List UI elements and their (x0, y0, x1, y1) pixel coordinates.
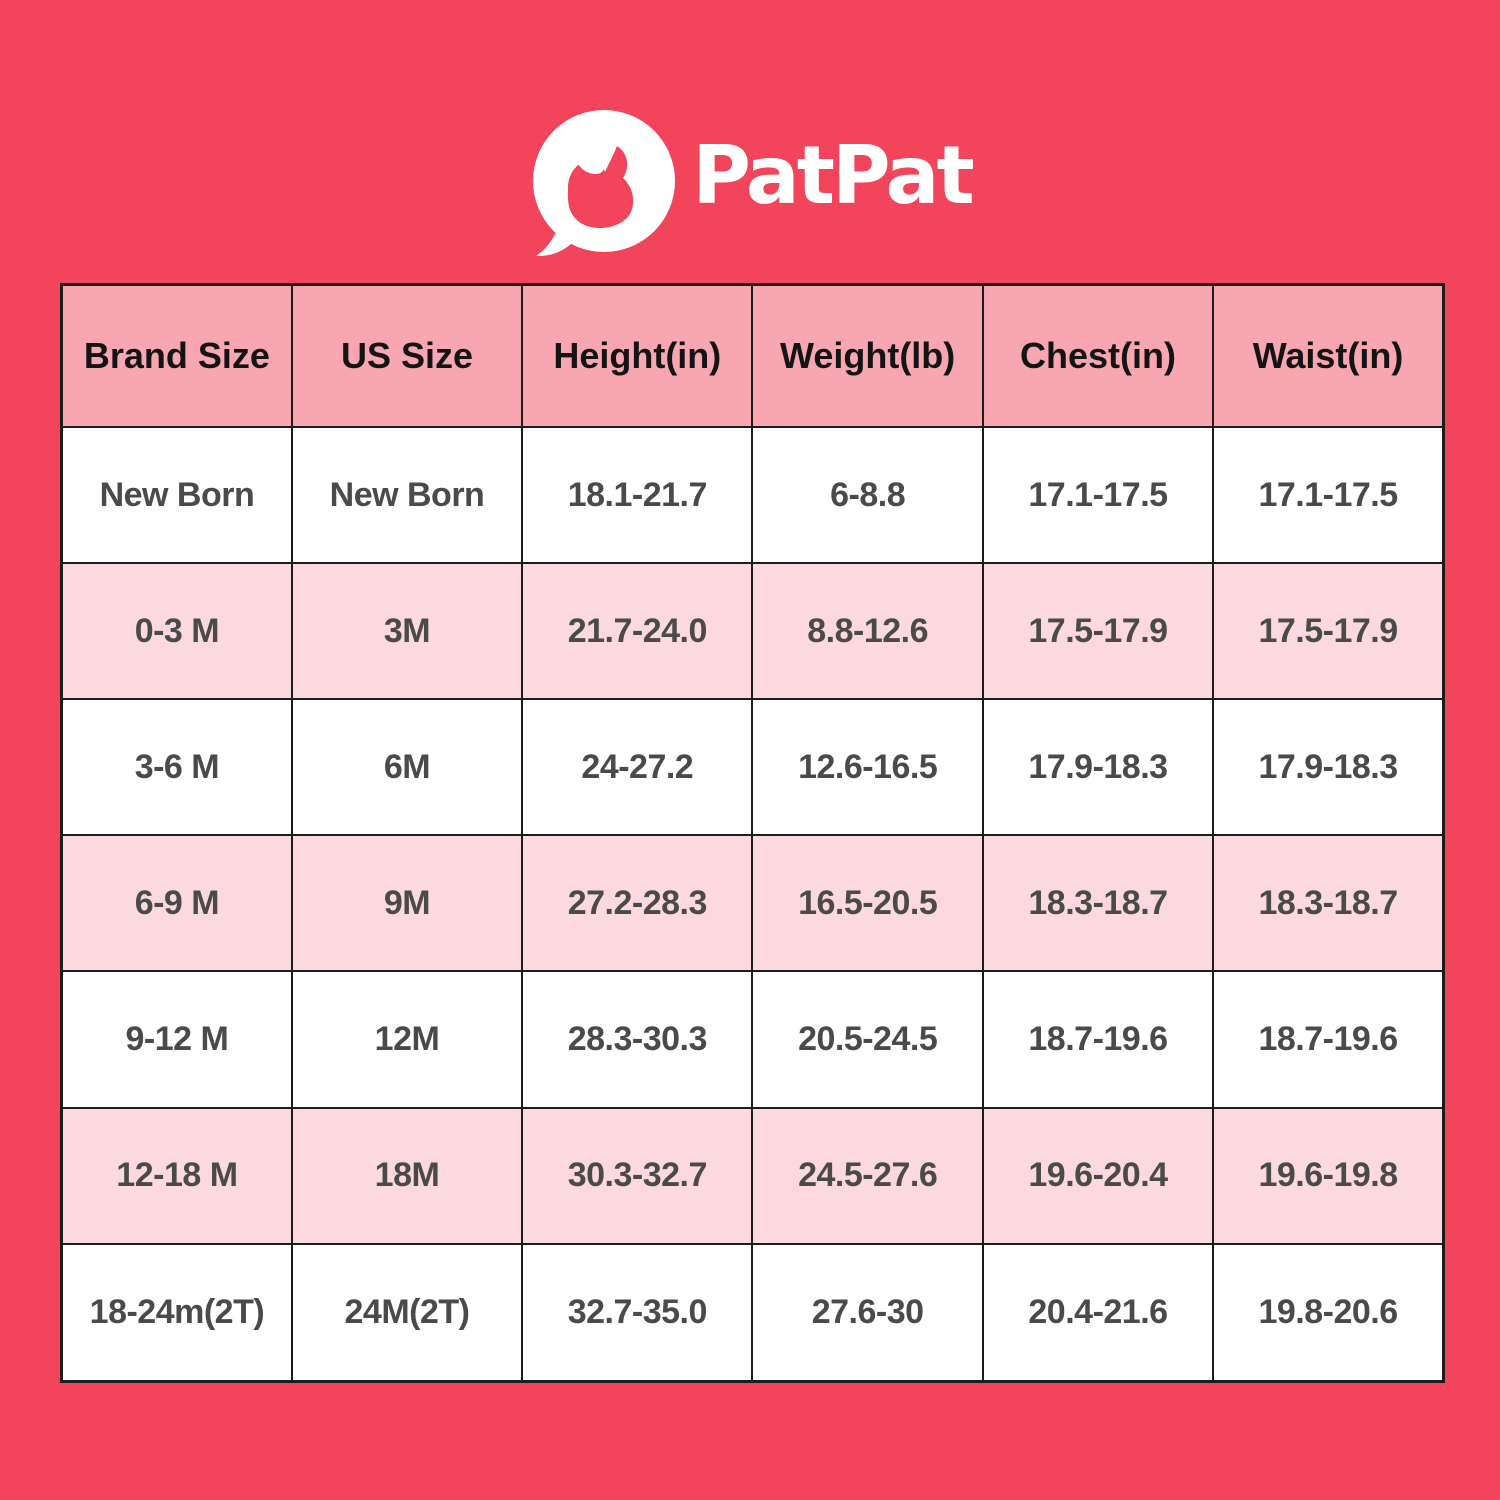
table-cell: 24M(2T) (290, 1242, 524, 1383)
patpat-cat-circle-icon (533, 109, 676, 256)
table-row: 0-3 M 3M 21.7-24.0 8.8-12.6 17.5-17.9 17.5-17… (60, 562, 1445, 701)
table-cell: 28.3-30.3 (521, 970, 754, 1109)
table-cell: 18-24m(2T) (60, 1242, 293, 1383)
column-header-chest: Chest(in) (981, 283, 1215, 428)
table-cell: 19.8-20.6 (1212, 1242, 1445, 1383)
table-cell: 16.5-20.5 (751, 834, 984, 973)
table-cell: 17.5-17.9 (1212, 562, 1445, 701)
header-row: Brand Size US Size Height(in) Weight(lb)… (60, 283, 1445, 428)
column-header-waist: Waist(in) (1212, 283, 1445, 428)
table-cell: New Born (60, 425, 293, 565)
table-cell: 8.8-12.6 (751, 562, 984, 701)
table-cell: 30.3-32.7 (521, 1106, 754, 1245)
table-row: 18-24m(2T) 24M(2T) 32.7-35.0 27.6-30 20.4-21… (60, 1242, 1445, 1383)
table-cell: 17.5-17.9 (981, 562, 1215, 701)
size-chart-table: Brand Size US Size Height(in) Weight(lb)… (60, 283, 1445, 1383)
table-cell: 18.7-19.6 (981, 970, 1215, 1109)
table-cell: 20.4-21.6 (981, 1242, 1215, 1383)
table-cell: 17.1-17.5 (1212, 425, 1445, 565)
table-cell: 6-9 M (60, 834, 293, 973)
column-header-weight: Weight(lb) (751, 283, 984, 428)
table-row: 9-12 M 12M 28.3-30.3 20.5-24.5 18.7-19.6 18.7… (60, 970, 1445, 1109)
table-cell: 18.3-18.7 (1212, 834, 1445, 973)
brand-logo: PatPat (0, 98, 1500, 263)
column-header-height: Height(in) (521, 283, 754, 428)
size-chart-header: Brand Size US Size Height(in) Weight(lb)… (60, 283, 1445, 428)
table-cell: 12-18 M (60, 1106, 293, 1245)
table-cell: 18.7-19.6 (1212, 970, 1445, 1109)
table-cell: 9-12 M (60, 970, 293, 1109)
table-cell: 17.9-18.3 (1212, 698, 1445, 837)
table-cell: 27.2-28.3 (521, 834, 754, 973)
table-cell: 19.6-19.8 (1212, 1106, 1445, 1245)
table-cell: 18.3-18.7 (981, 834, 1215, 973)
table-cell: 12M (290, 970, 524, 1109)
table-cell: 3-6 M (60, 698, 293, 837)
column-header-us-size: US Size (290, 283, 524, 428)
table-cell: 24.5-27.6 (751, 1106, 984, 1245)
table-cell: 21.7-24.0 (521, 562, 754, 701)
table-cell: 17.1-17.5 (981, 425, 1215, 565)
table-row: New Born New Born 18.1-21.7 6-8.8 17.1-17.5 1… (60, 425, 1445, 565)
table-cell: 32.7-35.0 (521, 1242, 754, 1383)
table-cell: 17.9-18.3 (981, 698, 1215, 837)
table-cell: 18M (290, 1106, 524, 1245)
table-cell: 3M (290, 562, 524, 701)
table-cell: 20.5-24.5 (751, 970, 984, 1109)
table-row: 3-6 M 6M 24-27.2 12.6-16.5 17.9-18.3 17.9-18.… (60, 698, 1445, 837)
table-row: 12-18 M 18M 30.3-32.7 24.5-27.6 19.6-20.4 19.… (60, 1106, 1445, 1245)
table-cell: 18.1-21.7 (521, 425, 754, 565)
table-cell: 12.6-16.5 (751, 698, 984, 837)
table-row: 6-9 M 9M 27.2-28.3 16.5-20.5 18.3-18.7 18.3-1… (60, 834, 1445, 973)
table-cell: 27.6-30 (751, 1242, 984, 1383)
size-chart-body: New Born New Born 18.1-21.7 6-8.8 17.1-17.5 1… (60, 425, 1445, 1383)
table-cell: 24-27.2 (521, 698, 754, 837)
brand-name: PatPat (692, 128, 974, 222)
table-cell: 19.6-20.4 (981, 1106, 1215, 1245)
table-cell: 0-3 M (60, 562, 293, 701)
column-header-brand-size: Brand Size (60, 283, 293, 428)
table-cell: 9M (290, 834, 524, 973)
table-cell: 6-8.8 (751, 425, 984, 565)
table-cell: New Born (290, 425, 524, 565)
table-cell: 6M (290, 698, 524, 837)
